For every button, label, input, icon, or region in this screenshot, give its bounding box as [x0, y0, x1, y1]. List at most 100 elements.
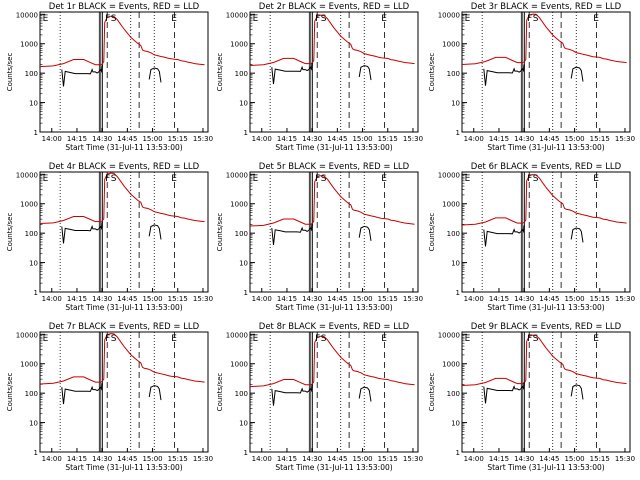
y-tick-label: 10 [29, 420, 38, 428]
y-tick-label: 10 [29, 100, 38, 108]
marker-letter: F [315, 14, 320, 24]
marker-letter: E [593, 174, 599, 184]
x-tick-label: 14:30 [514, 295, 534, 303]
x-tick-label: 15:30 [193, 135, 213, 143]
y-tick-label: 100 [447, 230, 460, 238]
chart-panel-2: Det 2r BLACK = Events, RED = LLD 1 10 100 10… [216, 2, 423, 152]
marker-letter: S [533, 14, 539, 24]
x-tick-label: 14:45 [539, 295, 559, 303]
series-black-events [570, 384, 584, 400]
x-tick-label: 14:45 [117, 135, 137, 143]
x-axis-label: Start Time (31-Jul-11 13:53:00) [487, 143, 604, 152]
marker-letter: S [111, 174, 117, 184]
y-tick-label: 1000 [20, 41, 38, 49]
series-black-events [271, 384, 313, 406]
y-tick-label: 10000 [438, 331, 460, 339]
x-tick-label: 15:15 [168, 135, 188, 143]
plot-frame [249, 331, 419, 453]
marker-letter: E [593, 334, 599, 344]
y-tick-label: 10000 [16, 331, 38, 339]
x-axis-label: Start Time (31-Jul-11 13:53:00) [275, 303, 392, 312]
y-tick-label: 10 [451, 100, 460, 108]
y-tick-label: 1000 [230, 41, 248, 49]
x-tick-label: 14:00 [464, 295, 484, 303]
marker-letter: E [465, 174, 471, 184]
y-tick-label: 1 [244, 289, 248, 297]
y-tick-label: 10000 [226, 11, 248, 19]
x-tick-label: 15:30 [193, 295, 213, 303]
marker-letter: F [527, 14, 532, 24]
x-tick-label: 14:45 [327, 455, 347, 463]
y-tick-label: 1 [456, 289, 460, 297]
y-tick-label: 10000 [226, 331, 248, 339]
x-axis-label: Start Time (31-Jul-11 13:53:00) [487, 463, 604, 472]
marker-letter: E [171, 174, 177, 184]
y-tick-label: 1000 [20, 201, 38, 209]
series-red-lld [39, 15, 205, 68]
x-axis-label: Start Time (31-Jul-11 13:53:00) [275, 143, 392, 152]
marker-letter: E [171, 334, 177, 344]
marker-letter: S [321, 14, 327, 24]
marker-letter: E [593, 14, 599, 24]
y-tick-label: 10 [451, 260, 460, 268]
marker-letter: F [315, 174, 320, 184]
chart-panel-9: Det 9r BLACK = Events, RED = LLD 1 10 100 10… [428, 322, 635, 472]
series-black-events [271, 62, 313, 85]
series-black-events [61, 222, 103, 244]
x-tick-label: 14:00 [464, 455, 484, 463]
marker-letter: S [533, 174, 539, 184]
x-tick-label: 14:30 [514, 455, 534, 463]
marker-letter: F [105, 14, 110, 24]
marker-letter: E [253, 14, 259, 24]
y-tick-label: 10 [451, 420, 460, 428]
y-tick-label: 10000 [16, 171, 38, 179]
x-tick-label: 14:30 [302, 295, 322, 303]
x-tick-label: 14:15 [67, 455, 87, 463]
x-tick-label: 14:15 [277, 295, 297, 303]
plot-frame [39, 331, 209, 453]
x-tick-label: 15:30 [615, 295, 635, 303]
x-tick-label: 14:00 [42, 295, 62, 303]
marker-letter: E [43, 334, 49, 344]
marker-letter: S [111, 334, 117, 344]
series-black-events [483, 382, 525, 404]
x-axis-label: Start Time (31-Jul-11 13:53:00) [275, 463, 392, 472]
y-tick-label: 100 [235, 390, 248, 398]
y-tick-label: 10 [29, 260, 38, 268]
y-axis-label: Counts/sec [6, 373, 14, 412]
y-tick-label: 10 [239, 260, 248, 268]
plot-frame [461, 331, 631, 453]
y-tick-label: 100 [235, 230, 248, 238]
x-tick-label: 15:30 [615, 455, 635, 463]
y-tick-label: 10 [239, 420, 248, 428]
x-tick-label: 14:30 [302, 135, 322, 143]
x-tick-label: 14:45 [117, 455, 137, 463]
y-axis-label: Counts/sec [6, 53, 14, 92]
series-red-lld [39, 333, 205, 385]
x-tick-label: 14:00 [464, 135, 484, 143]
plot-frame [249, 171, 419, 293]
x-tick-label: 14:15 [489, 135, 509, 143]
y-tick-label: 1 [34, 129, 38, 137]
marker-letter: F [105, 174, 110, 184]
x-tick-label: 15:00 [352, 455, 372, 463]
x-tick-label: 15:00 [142, 135, 162, 143]
plot-frame [461, 11, 631, 133]
x-tick-label: 14:15 [67, 135, 87, 143]
y-tick-label: 10000 [226, 171, 248, 179]
y-axis-label: Counts/sec [216, 213, 224, 252]
series-black-events [483, 225, 525, 247]
series-red-lld [249, 335, 415, 388]
x-tick-label: 14:00 [252, 135, 272, 143]
x-tick-label: 14:30 [302, 455, 322, 463]
x-tick-label: 15:15 [590, 295, 610, 303]
marker-letter: F [315, 334, 320, 344]
y-tick-label: 1000 [442, 361, 460, 369]
x-tick-label: 15:15 [378, 295, 398, 303]
x-tick-label: 15:00 [142, 455, 162, 463]
series-red-lld [249, 14, 415, 66]
series-black-events [358, 386, 372, 402]
series-red-lld [249, 175, 415, 227]
chart-title: Det 3r BLACK = Events, RED = LLD [471, 2, 622, 12]
x-tick-label: 14:15 [277, 135, 297, 143]
